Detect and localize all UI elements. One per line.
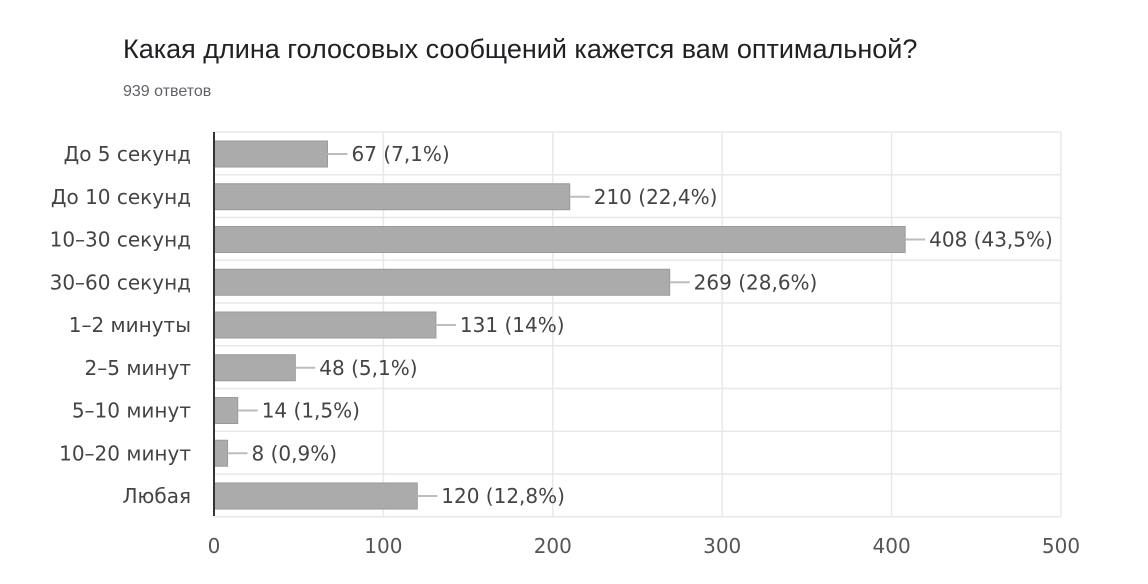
category-label: 10–20 минут (59, 441, 191, 465)
bar (213, 183, 571, 211)
grid-lines (214, 131, 1062, 518)
category-label: 1–2 минуты (69, 313, 191, 337)
chart-title: Какая длина голосовых сообщений кажется … (123, 34, 918, 64)
data-label: 48 (5,1%) (319, 356, 417, 380)
category-label: Любая (123, 484, 192, 508)
category-label: 10–30 секунд (50, 228, 191, 252)
data-label: 210 (22,4%) (594, 185, 718, 209)
category-labels: До 5 секунд До 10 секунд 10–30 секунд 30–60… (50, 142, 192, 508)
x-tick-label: 0 (208, 534, 221, 558)
category-label: До 5 секунд (64, 142, 191, 166)
bar (213, 439, 229, 467)
data-label: 67 (7,1%) (351, 142, 449, 166)
bar (213, 140, 328, 168)
bar (213, 226, 906, 253)
category-label: 30–60 секунд (50, 270, 191, 294)
category-label: 5–10 минут (72, 399, 192, 423)
response-count: 939 ответов (123, 83, 212, 100)
category-label: 2–5 минут (85, 356, 192, 380)
data-label: 8 (0,9%) (252, 441, 338, 465)
bar (213, 482, 418, 510)
x-tick-labels: 0 100 200 300 400 500 (208, 534, 1080, 558)
data-labels: 67 (7,1%) 210 (22,4%) 408 (43,5%) 269 (28,6… (252, 142, 1053, 508)
data-label: 131 (14%) (460, 313, 565, 337)
x-tick-label: 200 (534, 534, 572, 558)
x-tick-label: 300 (703, 534, 741, 558)
data-label: 269 (28,6%) (694, 270, 818, 294)
x-tick-label: 100 (364, 534, 402, 558)
data-label: 120 (12,8%) (441, 484, 565, 508)
bar (213, 311, 437, 339)
bar (213, 268, 671, 296)
bar (213, 354, 296, 382)
x-tick-label: 400 (873, 534, 911, 558)
x-tick-label: 500 (1042, 534, 1080, 558)
category-label: До 10 секунд (51, 185, 191, 209)
data-label: 14 (1,5%) (262, 399, 360, 423)
data-label: 408 (43,5%) (929, 228, 1053, 252)
bar (213, 397, 239, 424)
